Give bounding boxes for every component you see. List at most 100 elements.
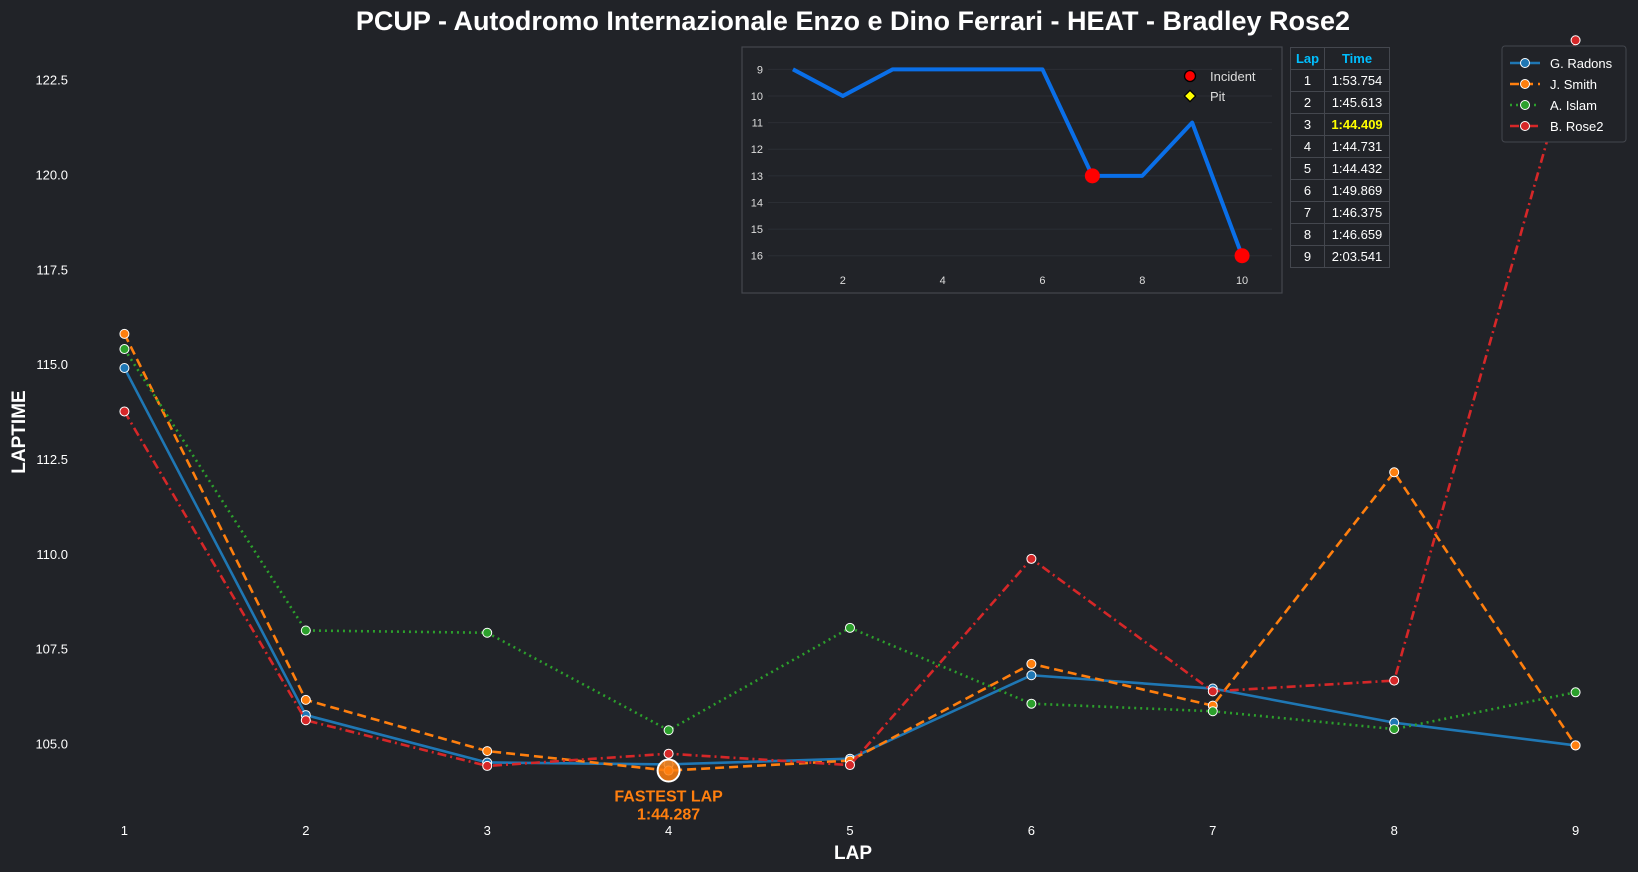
data-point (482, 746, 493, 757)
series-line-3 (123, 348, 1576, 732)
data-point (119, 363, 130, 373)
x-tick-label: 1 (121, 823, 128, 838)
x-tick-label: 2 (302, 823, 309, 838)
fastest-lap-time: 1:44.287 (637, 807, 700, 824)
table-header-lap: Lap (1290, 47, 1325, 70)
table-cell-lap: 6 (1290, 179, 1325, 202)
table-cell-time: 1:44.731 (1324, 135, 1390, 158)
table-header-time: Time (1324, 47, 1390, 70)
legend-label: A. Islam (1550, 98, 1597, 113)
y-tick-label: 120.0 (35, 168, 68, 183)
data-point (1026, 658, 1037, 669)
series-line-1 (123, 367, 1576, 766)
inset-y-tick-label: 10 (751, 91, 763, 103)
inset-x-tick-label: 8 (1139, 275, 1145, 287)
data-point (845, 760, 855, 771)
y-axis-label: LAPTIME (9, 390, 30, 473)
data-point (663, 725, 674, 736)
x-tick-label: 7 (1209, 823, 1216, 838)
inset-y-tick-label: 16 (751, 251, 763, 263)
y-tick-label: 105.0 (35, 737, 68, 752)
inset-y-tick-label: 15 (751, 224, 763, 236)
inset-y-ticks: 9 10 11 12 13 14 15 16 (751, 64, 763, 262)
x-tick-label: 3 (484, 823, 491, 838)
data-point (482, 760, 493, 771)
inset-y-tick-label: 13 (751, 171, 763, 183)
data-point (845, 622, 855, 633)
data-point (300, 694, 311, 705)
data-point (300, 625, 311, 636)
pit-legend-label: Pit (1210, 89, 1226, 104)
table-cell-lap: 2 (1290, 91, 1325, 114)
inset-y-tick-label: 11 (752, 118, 763, 130)
table-cell-lap: 7 (1290, 201, 1325, 224)
table-cell-lap: 1 (1290, 69, 1325, 92)
legend-marker (1520, 79, 1530, 89)
data-point (1389, 724, 1400, 735)
table-cell-lap: 9 (1290, 245, 1325, 268)
inset-x-ticks: 2 4 6 8 10 (840, 275, 1248, 287)
data-point (300, 715, 311, 726)
data-point (1207, 706, 1218, 717)
table-cell-lap: 3 (1290, 113, 1325, 136)
y-tick-label: 115.0 (36, 357, 68, 372)
position-inset-chart: 9 10 11 12 13 14 15 16 2 4 6 8 10 Incident Pit (741, 46, 1283, 294)
data-point (1389, 675, 1400, 686)
table-row: 2 1:45.613 (1290, 91, 1390, 114)
legend-frame (1501, 45, 1627, 143)
x-tick-label: 6 (1028, 823, 1035, 838)
legend-marker (1520, 100, 1530, 110)
table-cell-lap: 4 (1290, 135, 1325, 158)
data-point (1570, 35, 1581, 46)
inset-y-tick-label: 12 (751, 144, 763, 156)
table-cell-time: 1:53.754 (1324, 69, 1390, 92)
chart-title: PCUP - Autodromo Internazionale Enzo e D… (356, 6, 1350, 36)
inset-legend: Incident Pit (1183, 69, 1256, 104)
incident-marker (1234, 248, 1250, 264)
lap-time-table: Lap Time 1 1:53.754 2 1:45.613 3 1:44.409 4 1:4… (1290, 47, 1390, 268)
inset-x-tick-label: 6 (1039, 275, 1045, 287)
data-point (663, 748, 674, 759)
inset-x-tick-label: 10 (1236, 275, 1248, 287)
position-line (792, 67, 1244, 257)
fastest-lap-label: FASTEST LAP (614, 789, 723, 806)
x-axis-label: LAP (834, 843, 872, 864)
table-row: 7 1:46.375 (1290, 201, 1390, 224)
table-row: 5 1:44.432 (1290, 157, 1390, 180)
table-row: 6 1:49.869 (1290, 179, 1390, 202)
data-point (1026, 698, 1037, 709)
x-tick-label: 5 (846, 823, 853, 838)
series-line-4 (123, 39, 1577, 768)
legend-marker (1520, 121, 1530, 131)
table-cell-time: 2:03.541 (1324, 245, 1390, 268)
fastest-lap-annotation: FASTEST LAP 1:44.287 (614, 758, 723, 824)
incident-marker (1084, 168, 1100, 184)
legend-label: J. Smith (1550, 77, 1597, 92)
pit-legend-marker (1183, 89, 1197, 103)
data-point (119, 406, 130, 417)
table-cell-time: 1:46.375 (1324, 201, 1390, 224)
y-tick-label: 117.5 (36, 262, 68, 277)
legend-label: B. Rose2 (1550, 119, 1603, 134)
table-cell-time: 1:45.613 (1324, 91, 1390, 114)
inset-x-tick-label: 2 (840, 275, 846, 287)
table-cell-lap: 8 (1290, 223, 1325, 246)
y-tick-label: 110.0 (36, 547, 68, 562)
table-row: 9 2:03.541 (1290, 245, 1390, 268)
y-tick-label: 122.5 (35, 73, 68, 88)
series-line-2 (123, 333, 1577, 772)
table-cell-time: 1:46.659 (1324, 223, 1390, 246)
table-row: 3 1:44.409 (1290, 113, 1390, 136)
x-tick-label: 8 (1391, 823, 1398, 838)
legend-label: G. Radons (1550, 56, 1613, 71)
x-axis-ticks: 1 2 3 4 5 6 7 8 9 (121, 823, 1579, 838)
data-point (1026, 670, 1037, 681)
inset-y-tick-label: 9 (757, 64, 763, 76)
data-point (1207, 686, 1218, 697)
data-point (1570, 687, 1581, 698)
table-cell-time: 1:44.432 (1324, 157, 1390, 180)
data-point (119, 328, 130, 339)
y-tick-label: 107.5 (35, 642, 68, 657)
incident-legend-marker (1183, 69, 1197, 83)
